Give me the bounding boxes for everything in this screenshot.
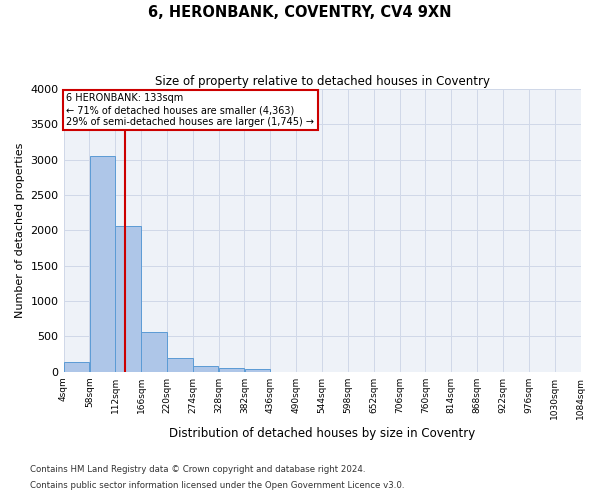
Bar	[167, 358, 193, 372]
Y-axis label: Number of detached properties: Number of detached properties	[15, 142, 25, 318]
Bar	[89, 156, 115, 372]
Bar	[115, 226, 141, 372]
Text: 6, HERONBANK, COVENTRY, CV4 9XN: 6, HERONBANK, COVENTRY, CV4 9XN	[148, 5, 452, 20]
Text: Contains public sector information licensed under the Open Government Licence v3: Contains public sector information licen…	[30, 480, 404, 490]
Bar	[142, 332, 167, 372]
Bar	[245, 369, 270, 372]
X-axis label: Distribution of detached houses by size in Coventry: Distribution of detached houses by size …	[169, 427, 475, 440]
Bar	[219, 368, 244, 372]
Text: 6 HERONBANK: 133sqm
← 71% of detached houses are smaller (4,363)
29% of semi-det: 6 HERONBANK: 133sqm ← 71% of detached ho…	[66, 94, 314, 126]
Bar	[64, 362, 89, 372]
Title: Size of property relative to detached houses in Coventry: Size of property relative to detached ho…	[155, 75, 490, 88]
Text: Contains HM Land Registry data © Crown copyright and database right 2024.: Contains HM Land Registry data © Crown c…	[30, 466, 365, 474]
Bar	[193, 366, 218, 372]
